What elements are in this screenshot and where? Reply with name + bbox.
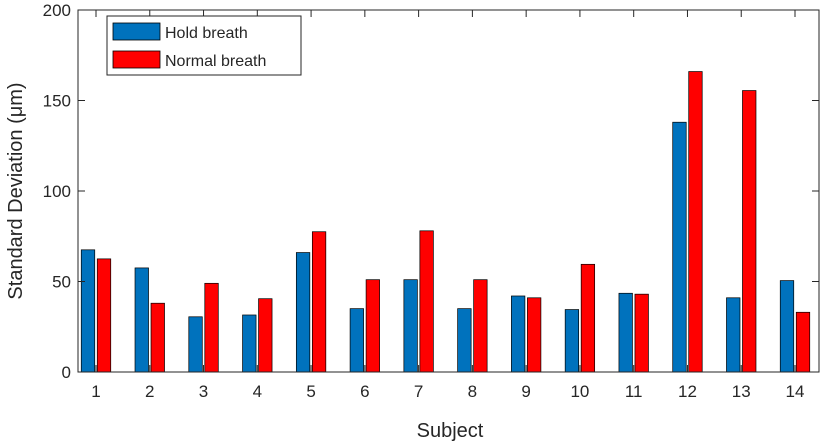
x-tick-label: 3 <box>199 382 208 401</box>
y-tick-label: 200 <box>43 1 71 20</box>
legend-label-hold-breath: Hold breath <box>165 25 248 42</box>
bar-hold-breath-subject-6 <box>349 308 364 373</box>
x-tick-label: 1 <box>91 382 100 401</box>
bar-hold-breath-subject-3 <box>188 316 203 373</box>
bar-hold-breath-subject-10 <box>564 309 580 373</box>
bar-normal-breath-subject-4 <box>258 298 273 373</box>
x-tick-label: 9 <box>521 382 530 401</box>
y-axis-label: Standard Deviation (μm) <box>5 82 27 299</box>
bar-normal-breath-subject-7 <box>419 230 434 373</box>
bar-normal-breath-subject-13 <box>742 90 757 373</box>
bar-hold-breath-subject-11 <box>618 292 633 373</box>
x-tick-label: 10 <box>570 382 589 401</box>
bar-normal-breath-subject-9 <box>527 297 542 373</box>
x-tick-label: 12 <box>678 382 697 401</box>
bar-hold-breath-subject-4 <box>242 314 257 373</box>
x-tick-label: 4 <box>253 382 262 401</box>
y-tick-label: 0 <box>62 363 71 382</box>
bar-hold-breath-subject-8 <box>457 308 472 373</box>
x-tick-label: 5 <box>306 382 315 401</box>
bar-normal-breath-subject-14 <box>795 311 811 373</box>
x-tick-label: 11 <box>625 382 643 401</box>
y-tick-label: 100 <box>43 182 71 201</box>
legend-label-normal-breath: Normal breath <box>165 53 266 70</box>
bar-hold-breath-subject-9 <box>511 295 526 373</box>
bar-normal-breath-subject-10 <box>580 263 596 373</box>
bar-normal-breath-subject-1 <box>96 258 112 373</box>
bar-hold-breath-subject-14 <box>779 280 795 373</box>
x-tick-label: 2 <box>145 382 154 401</box>
x-tick-label: 6 <box>360 382 369 401</box>
legend-swatch-hold-breath <box>112 22 161 41</box>
y-tick-label: 50 <box>52 273 71 292</box>
bars <box>80 71 811 373</box>
x-tick-label: 7 <box>414 382 423 401</box>
bar-hold-breath-subject-5 <box>295 252 311 373</box>
bar-hold-breath-subject-13 <box>726 297 741 373</box>
bar-normal-breath-subject-3 <box>204 282 219 373</box>
bar-hold-breath-subject-1 <box>80 249 96 373</box>
bar-hold-breath-subject-2 <box>134 267 149 373</box>
bar-normal-breath-subject-5 <box>311 231 327 373</box>
x-tick-label: 13 <box>732 382 751 401</box>
bar-normal-breath-subject-12 <box>688 71 703 373</box>
bar-hold-breath-subject-7 <box>403 279 418 373</box>
bar-normal-breath-subject-11 <box>634 293 649 373</box>
bar-hold-breath-subject-12 <box>672 121 687 373</box>
bar-normal-breath-subject-8 <box>473 279 488 373</box>
legend: Hold breath Normal breath <box>106 15 302 76</box>
bar-normal-breath-subject-2 <box>150 302 165 373</box>
y-tick-label: 150 <box>43 92 71 111</box>
x-axis-label: Subject <box>417 420 484 442</box>
bar-normal-breath-subject-6 <box>365 279 380 373</box>
x-tick-label: 8 <box>468 382 477 401</box>
x-tick-label: 14 <box>786 382 805 401</box>
legend-swatch-normal-breath <box>112 50 161 69</box>
